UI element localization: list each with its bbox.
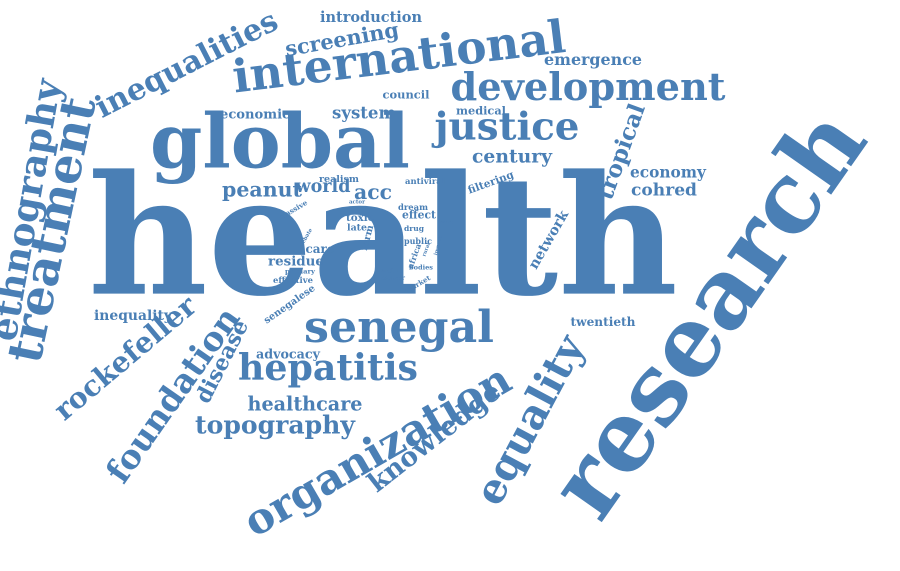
cloud-word-inequality: inequality: [94, 308, 172, 325]
cloud-word-actor: actor: [349, 199, 365, 206]
cloud-word-topography: topography: [195, 409, 355, 440]
cloud-word-council: council: [382, 87, 430, 102]
cloud-word-work: work: [440, 219, 454, 226]
cloud-word-realism: realism: [319, 174, 359, 186]
cloud-word-hepatitis: hepatitis: [238, 345, 418, 389]
cloud-word-drug: drug: [404, 224, 424, 234]
cloud-word-peanut: peanut: [222, 177, 302, 202]
cloud-word-cancer: cancer: [381, 273, 405, 282]
cloud-word-primary: primary: [285, 267, 315, 276]
cloud-word-world: world: [295, 177, 351, 198]
cloud-word-century: century: [472, 145, 552, 168]
cloud-word-effective: effective: [273, 274, 313, 285]
cloud-word-dream: dream: [398, 201, 428, 212]
cloud-word-bodies: bodies: [409, 263, 433, 272]
cloud-word-economic: economic: [219, 107, 291, 123]
cloud-word-health: health: [88, 138, 678, 333]
cloud-word-senegal: senegal: [304, 300, 494, 353]
cloud-word-economy: economy: [630, 163, 706, 182]
cloud-word-late: late: [347, 222, 367, 234]
cloud-word-twentieth: twentieth: [570, 314, 636, 329]
cloud-word-introduction: introduction: [320, 8, 422, 26]
cloud-word-toxic: toxic: [346, 211, 374, 224]
cloud-word-healthcare: healthcare: [247, 392, 363, 416]
cloud-word-development: development: [450, 64, 726, 110]
cloud-word-residue: residue: [268, 253, 324, 270]
cloud-word-effect: effect: [401, 208, 437, 222]
cloud-word-care: care: [305, 242, 335, 257]
cloud-word-emergence: emergence: [544, 50, 642, 70]
cloud-word-acc: acc: [354, 179, 392, 204]
cloud-word-public: public: [404, 235, 432, 246]
cloud-word-advocacy: advocacy: [256, 346, 320, 362]
cloud-word-cohred: cohred: [630, 180, 698, 201]
cloud-word-system: system: [332, 102, 396, 123]
cloud-word-global: global: [150, 97, 410, 186]
cloud-word-article: article: [381, 267, 403, 275]
cloud-word-justice: justice: [434, 104, 580, 150]
cloud-word-medical: medical: [456, 103, 506, 118]
cloud-word-antiviral: antiviral: [405, 175, 445, 186]
